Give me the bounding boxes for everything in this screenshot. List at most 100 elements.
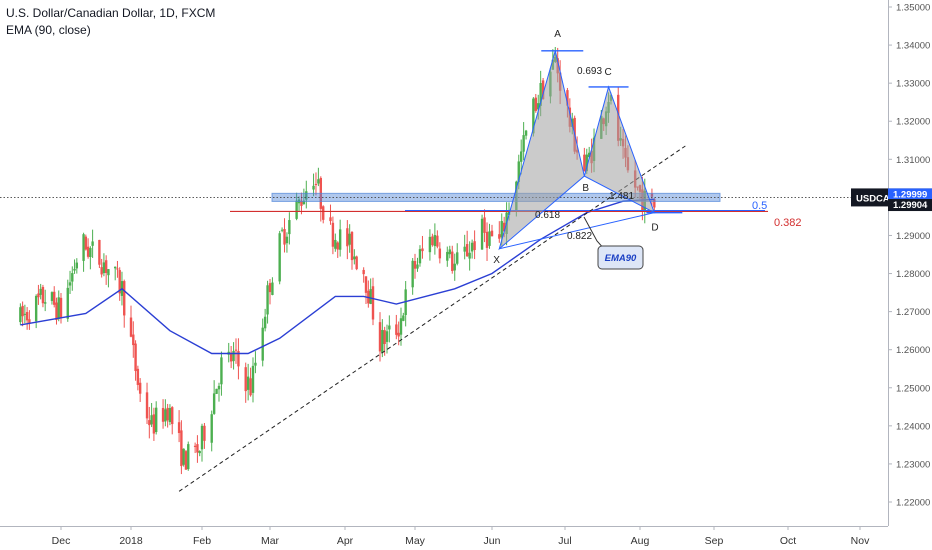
fib-05-label: 0.5 — [752, 200, 767, 212]
ratio-bd-fib: 0.618 — [535, 210, 560, 221]
candle-body — [50, 292, 54, 301]
candle-body — [57, 297, 60, 320]
candle-body — [132, 334, 135, 346]
time-tick-label: 2018 — [119, 535, 143, 547]
candle-body — [433, 235, 437, 247]
price-tick-label: 1.26000 — [896, 345, 930, 356]
candle-body — [355, 256, 358, 270]
candle-body — [84, 236, 88, 250]
candle-body — [134, 343, 137, 372]
candle-body — [397, 332, 400, 337]
candle-body — [220, 357, 223, 385]
indicator-label[interactable]: EMA (90, close) — [6, 23, 91, 37]
candle-body — [177, 422, 181, 434]
chart-legend: U.S. Dollar/Canadian Dollar, 1D, FXCM EM… — [6, 5, 215, 39]
candle-body — [107, 269, 110, 276]
candle-body — [75, 262, 79, 269]
candle-body — [73, 268, 76, 271]
candle-body — [145, 392, 149, 419]
candle-body — [353, 256, 356, 260]
candle-body — [334, 239, 337, 249]
candle-body — [532, 98, 535, 134]
candle-body — [431, 236, 434, 246]
candle-body — [288, 220, 291, 235]
candle-body — [653, 199, 656, 208]
candle-body — [381, 329, 384, 353]
candle-body — [244, 367, 247, 392]
price-tick-label: 1.23000 — [896, 459, 930, 470]
time-tick-label: Feb — [193, 535, 211, 547]
candle-body — [480, 218, 484, 250]
candle-body — [150, 415, 153, 425]
candle-body — [196, 444, 199, 453]
candle-body — [300, 200, 303, 206]
label-a: A — [554, 29, 561, 40]
candle-body — [86, 246, 90, 257]
candle-body — [470, 242, 474, 252]
candle-body — [383, 330, 386, 345]
label-b: B — [582, 183, 589, 194]
price-tick-label: 1.27000 — [896, 307, 930, 318]
candle-body — [21, 305, 24, 317]
candle-body — [522, 135, 525, 152]
candle-body — [312, 185, 315, 190]
bcd-triangle — [583, 85, 656, 214]
candle-body — [41, 286, 45, 304]
candle-body — [215, 388, 218, 394]
candle-body — [566, 90, 569, 106]
candle-body — [416, 264, 419, 269]
candle-body — [23, 313, 27, 315]
candle-body — [234, 349, 238, 351]
candle-body — [98, 239, 101, 265]
ema90-line — [20, 198, 655, 355]
candle-body — [168, 408, 172, 423]
time-tick-label: Jul — [558, 535, 571, 547]
candle-body — [198, 451, 201, 454]
candle-body — [261, 327, 264, 361]
candle-body — [203, 425, 206, 441]
candle-body — [89, 248, 92, 258]
candle-body — [490, 230, 494, 237]
xab-triangle — [498, 50, 585, 251]
candle-body — [322, 206, 325, 220]
candle-body — [498, 234, 501, 239]
candle-body — [100, 267, 103, 275]
candle-body — [53, 291, 56, 305]
candle-body — [650, 193, 654, 197]
candle-body — [448, 249, 451, 255]
candle-body — [280, 229, 284, 231]
candle-body — [468, 252, 471, 259]
candle-body — [82, 234, 85, 261]
candle-body — [187, 444, 190, 470]
candle-body — [229, 352, 233, 362]
candle-body — [502, 222, 506, 232]
candle-body — [371, 286, 375, 320]
candle-body — [268, 283, 272, 293]
symbol-title[interactable]: U.S. Dollar/Canadian Dollar, 1D, FXCM — [6, 6, 216, 20]
ema-price-value: 1.29904 — [893, 200, 928, 211]
candle-body — [249, 378, 252, 396]
candle-body — [184, 451, 188, 470]
candle-body — [421, 248, 424, 252]
last-price-value: 1.29999 — [893, 189, 927, 200]
candle-body — [456, 252, 459, 264]
price-tick-label: 1.28000 — [896, 269, 930, 280]
candle-body — [210, 414, 213, 443]
candle-body — [413, 261, 417, 269]
candle-body — [200, 425, 204, 450]
candle-body — [19, 307, 22, 323]
candle-body — [517, 161, 520, 183]
candle-body — [246, 376, 250, 390]
candle-body — [583, 154, 586, 172]
candle-body — [71, 273, 74, 282]
label-x: X — [493, 255, 500, 266]
price-axis-panel — [888, 0, 932, 550]
candle-body — [485, 231, 489, 248]
candle-body — [317, 179, 320, 184]
price-tick-label: 1.34000 — [896, 41, 930, 52]
time-tick-label: Jun — [484, 535, 501, 547]
candle-body — [166, 407, 169, 421]
price-tick-label: 1.33000 — [896, 79, 930, 90]
candle-body — [271, 282, 274, 295]
